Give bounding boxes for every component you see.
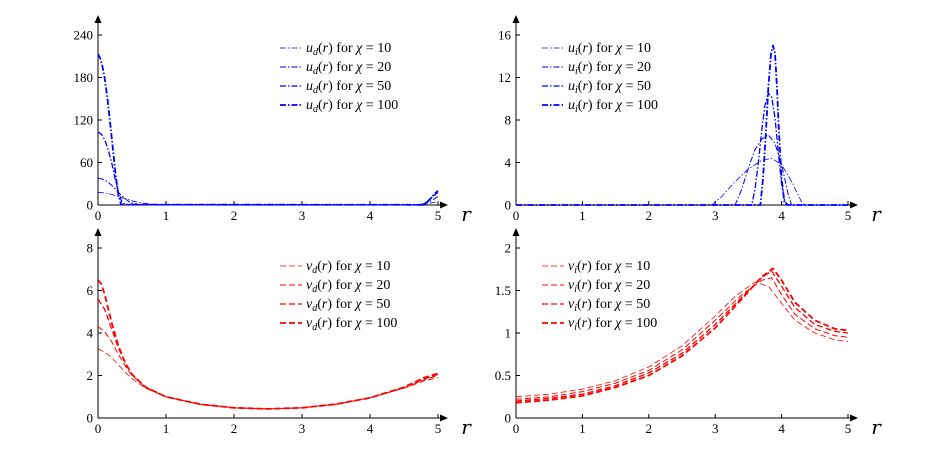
x-axis-label: r [461, 202, 472, 226]
series-line-chi-100 [516, 267, 849, 404]
x-axis-arrow [850, 414, 858, 422]
legend-entry: vd(r) for χ = 50 [306, 297, 390, 314]
x-tick-label: 4 [778, 421, 785, 436]
y-tick-label: 240 [74, 28, 94, 43]
x-axis-label: r [871, 415, 882, 439]
series-line-chi-100 [98, 53, 439, 206]
x-axis-arrow [440, 201, 448, 209]
y-tick-label: 0 [505, 411, 512, 426]
legend-entry: ud(r) for χ = 10 [306, 41, 391, 58]
y-tick-label: 0.5 [495, 368, 511, 383]
y-tick-label: 8 [505, 113, 512, 128]
x-tick-label: 3 [712, 208, 719, 223]
y-tick-label: 60 [80, 155, 93, 170]
x-tick-label: 2 [231, 421, 238, 436]
x-axis-label: r [871, 202, 882, 226]
series-line-chi-20 [516, 277, 849, 400]
legend-entry: vd(r) for χ = 20 [306, 278, 390, 295]
y-axis-arrow [512, 15, 520, 23]
y-axis-arrow [94, 15, 102, 23]
y-tick-label: 1.5 [495, 283, 511, 298]
x-tick-label: 2 [231, 208, 238, 223]
series-line-chi-20 [98, 177, 439, 206]
x-tick-label: 1 [579, 421, 586, 436]
y-tick-label: 0 [505, 198, 512, 213]
x-tick-label: 1 [163, 208, 170, 223]
series-line-chi-50 [98, 131, 439, 206]
series-line-chi-20 [98, 326, 439, 410]
series-line-chi-10 [98, 191, 439, 206]
legend-entry: vi(r) for χ = 10 [568, 259, 650, 276]
x-axis-label: r [461, 415, 472, 439]
series-line-chi-100 [516, 44, 848, 206]
y-tick-label: 0 [87, 198, 94, 213]
y-tick-label: 4 [505, 155, 512, 170]
x-tick-label: 0 [513, 208, 520, 223]
series-line-chi-20 [516, 134, 848, 206]
x-tick-label: 0 [95, 421, 102, 436]
legend-entry: ui(r) for χ = 20 [568, 60, 651, 77]
y-tick-label: 2 [87, 368, 94, 383]
x-axis-arrow [440, 414, 448, 422]
series-line-chi-100 [98, 279, 439, 410]
x-tick-label: 1 [579, 208, 586, 223]
legend-entry: vi(r) for χ = 50 [568, 297, 650, 314]
x-tick-label: 3 [299, 421, 306, 436]
legend-entry: vi(r) for χ = 20 [568, 278, 650, 295]
y-tick-label: 4 [87, 326, 94, 341]
x-tick-label: 4 [367, 208, 374, 223]
legend-entry: vd(r) for χ = 10 [306, 259, 390, 276]
legend: vi(r) for χ = 10 vi(r) for χ = 20 vi(r) fo… [542, 259, 657, 333]
series-line-chi-10 [516, 281, 849, 398]
x-tick-label: 3 [299, 208, 306, 223]
x-tick-label: 2 [646, 208, 653, 223]
legend: vd(r) for χ = 10 vd(r) for χ = 20 vd(r) fo… [280, 259, 397, 333]
x-tick-label: 3 [712, 421, 719, 436]
legend-entry: vd(r) for χ = 100 [306, 316, 397, 333]
y-tick-label: 8 [87, 241, 94, 256]
legend-entry: ui(r) for χ = 10 [568, 41, 651, 58]
x-tick-label: 1 [163, 421, 170, 436]
y-tick-label: 16 [498, 28, 512, 43]
x-tick-label: 5 [845, 421, 852, 436]
legend-entry: ud(r) for χ = 20 [306, 60, 391, 77]
x-tick-label: 5 [845, 208, 852, 223]
series-line-chi-10 [98, 348, 439, 410]
x-tick-label: 5 [435, 421, 442, 436]
y-axis-arrow [512, 228, 520, 236]
y-tick-label: 120 [74, 113, 94, 128]
x-tick-label: 0 [95, 208, 102, 223]
x-tick-label: 4 [778, 208, 785, 223]
x-tick-label: 0 [513, 421, 520, 436]
series-line-chi-50 [98, 298, 439, 410]
x-axis-arrow [850, 201, 858, 209]
series-line-chi-10 [516, 157, 848, 206]
y-tick-label: 1 [505, 326, 512, 341]
y-tick-label: 6 [87, 283, 94, 298]
legend: ui(r) for χ = 10 ui(r) for χ = 20 ui(r) fo… [542, 41, 658, 115]
legend-entry: vi(r) for χ = 100 [568, 316, 657, 333]
x-tick-label: 5 [435, 208, 442, 223]
legend: ud(r) for χ = 10 ud(r) for χ = 20 ud(r) fo… [280, 41, 398, 115]
y-tick-label: 12 [498, 70, 511, 85]
series-line-chi-50 [516, 270, 849, 402]
y-tick-label: 180 [74, 70, 94, 85]
y-tick-label: 0 [87, 411, 94, 426]
legend-entry: ui(r) for χ = 100 [568, 98, 658, 115]
legend-entry: ud(r) for χ = 50 [306, 79, 391, 96]
legend-entry: ud(r) for χ = 100 [306, 98, 398, 115]
x-tick-label: 4 [367, 421, 374, 436]
y-tick-label: 2 [505, 241, 512, 256]
series-line-chi-50 [516, 92, 848, 206]
legend-entry: ui(r) for χ = 50 [568, 79, 651, 96]
x-tick-label: 2 [646, 421, 653, 436]
y-axis-arrow [94, 228, 102, 236]
